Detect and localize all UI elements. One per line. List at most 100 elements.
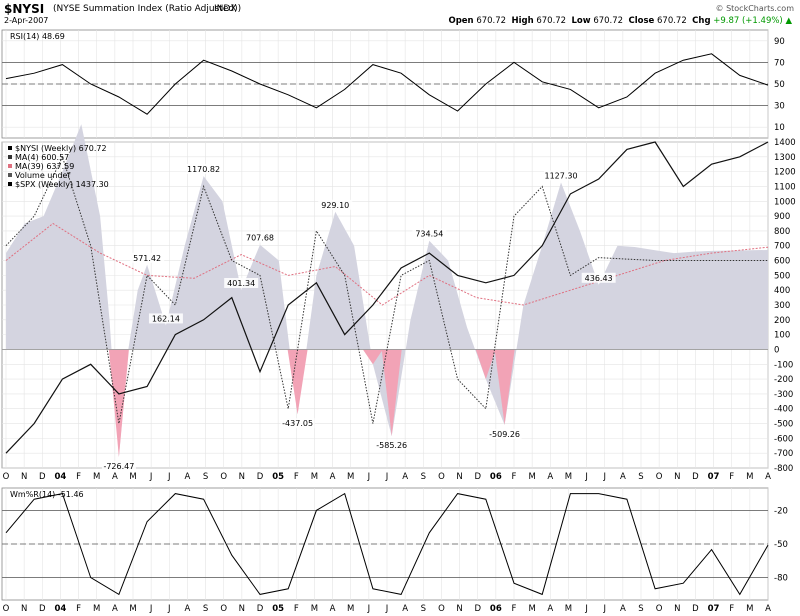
main-x-tick: 04 xyxy=(55,472,67,482)
main-x-tick: A xyxy=(185,472,191,482)
chart-date: 2-Apr-2007 xyxy=(4,16,49,25)
williams-x-tick: M xyxy=(347,604,354,614)
main-panel-y-tick: 700 xyxy=(774,242,790,252)
main-x-tick: J xyxy=(367,472,371,482)
data-label-bg xyxy=(544,170,579,181)
williams-x-tick: A xyxy=(330,604,336,614)
main-x-tick: N xyxy=(239,472,245,482)
williams-panel-y-tick: -20 xyxy=(774,506,788,516)
close-value: 670.72 xyxy=(657,16,687,26)
data-label: 734.54 xyxy=(415,230,443,239)
main-x-tick: A xyxy=(112,472,118,482)
data-label: 1127.30 xyxy=(544,171,577,180)
exchange-label: INDX xyxy=(214,4,237,14)
williams-x-tick: 07 xyxy=(708,604,720,614)
williams-x-tick: J xyxy=(602,604,606,614)
main-panel-y-tick: 300 xyxy=(774,301,790,311)
main-panel-y-tick: -300 xyxy=(774,390,793,400)
main-panel-y-tick: 900 xyxy=(774,212,790,222)
williams-x-tick: J xyxy=(149,604,153,614)
williams-x-tick: O xyxy=(3,604,10,614)
chart-header: $NYSI (NYSE Summation Index (Ratio Adjus… xyxy=(0,0,800,26)
rsi-panel-y-tick: 70 xyxy=(774,58,785,68)
williams-x-tick: D xyxy=(257,604,264,614)
ma4-series-line xyxy=(5,155,768,424)
main-legend-entry: MA(39) 637.59 xyxy=(15,162,74,171)
williams-x-tick: N xyxy=(239,604,245,614)
williams-x-tick: O xyxy=(220,604,227,614)
williams-x-tick: A xyxy=(547,604,553,614)
data-label: -437.05 xyxy=(282,419,313,428)
data-label-bg xyxy=(243,232,277,243)
legend-swatch xyxy=(8,164,12,168)
nysi-negative-area xyxy=(362,349,383,365)
data-label-bg xyxy=(412,228,447,239)
main-x-tick: 05 xyxy=(272,472,284,482)
main-x-tick: S xyxy=(421,472,426,482)
main-x-tick: A xyxy=(765,472,771,482)
low-label: Low xyxy=(571,16,591,26)
williams-x-tick: 04 xyxy=(55,604,67,614)
symbol-description: (NYSE Summation Index (Ratio Adjusted)) xyxy=(53,4,242,14)
williams-x-tick: 06 xyxy=(490,604,502,614)
williams-x-tick: F xyxy=(729,604,734,614)
data-label: 162.14 xyxy=(152,314,180,323)
main-x-tick: D xyxy=(692,472,699,482)
nysi-negative-area xyxy=(108,349,129,457)
up-arrow-icon: ▲ xyxy=(785,16,792,26)
williams-x-tick: M xyxy=(93,604,100,614)
rsi-panel-y-tick: 30 xyxy=(774,102,785,112)
main-legend-entry: Volume undef xyxy=(15,171,70,180)
main-panel-y-tick: 1100 xyxy=(774,182,796,192)
data-label: 707.68 xyxy=(246,234,274,243)
williams-x-tick: F xyxy=(294,604,299,614)
williams-x-tick: J xyxy=(367,604,371,614)
main-x-tick: N xyxy=(674,472,680,482)
data-label-bg xyxy=(101,461,136,472)
main-x-tick: A xyxy=(402,472,408,482)
main-x-tick: D xyxy=(257,472,264,482)
main-panel-y-tick: 600 xyxy=(774,257,790,267)
main-x-tick: F xyxy=(76,472,81,482)
main-x-tick: J xyxy=(584,472,588,482)
data-label-bg xyxy=(581,272,616,283)
williams-x-tick: A xyxy=(112,604,118,614)
data-label: 1170.82 xyxy=(187,165,220,174)
main-x-tick: M xyxy=(347,472,354,482)
legend-swatch xyxy=(8,146,12,150)
main-x-tick: O xyxy=(438,472,445,482)
nysi-area xyxy=(6,124,768,457)
data-label: 571.42 xyxy=(133,254,161,263)
data-label: -726.47 xyxy=(103,462,134,471)
data-label: -509.26 xyxy=(489,430,520,439)
rsi-panel-y-tick: 50 xyxy=(774,80,785,90)
williams-x-tick: S xyxy=(203,604,208,614)
williams-x-tick: S xyxy=(638,604,643,614)
main-x-tick: J xyxy=(602,472,606,482)
open-label: Open xyxy=(448,16,474,26)
nysi-negative-area xyxy=(475,349,496,380)
main-panel-y-tick: -700 xyxy=(774,449,793,459)
chg-label: Chg xyxy=(692,16,711,26)
williams-x-tick: F xyxy=(76,604,81,614)
williams-x-tick: J xyxy=(385,604,389,614)
main-x-tick: A xyxy=(547,472,553,482)
main-legend-entry: MA(4) 600.57 xyxy=(15,153,69,162)
close-label: Close xyxy=(628,16,655,26)
williams-x-tick: A xyxy=(185,604,191,614)
main-x-tick: M xyxy=(311,472,318,482)
data-label-bg xyxy=(148,313,183,324)
williams-x-tick: N xyxy=(456,604,462,614)
data-label-bg xyxy=(374,440,409,451)
williams-x-tick: M xyxy=(528,604,535,614)
main-x-tick: O xyxy=(3,472,10,482)
data-label: 929.10 xyxy=(321,201,349,210)
williams-x-tick: M xyxy=(565,604,572,614)
main-panel-y-tick: 100 xyxy=(774,331,790,341)
main-x-tick: F xyxy=(729,472,734,482)
main-x-tick: J xyxy=(167,472,171,482)
data-label-bg xyxy=(186,163,221,174)
low-value: 670.72 xyxy=(593,16,624,26)
main-x-tick: F xyxy=(294,472,299,482)
williams-x-tick: A xyxy=(402,604,408,614)
